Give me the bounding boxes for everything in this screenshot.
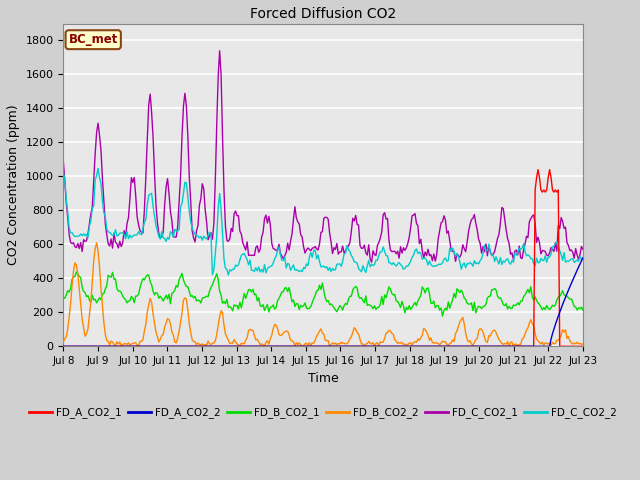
FD_C_CO2_2 <box>125 236 132 241</box>
FD_A_CO2_1 <box>60 343 67 349</box>
FD_C_CO2_2 <box>60 169 67 175</box>
FD_A_CO2_1 <box>579 343 587 349</box>
FD_B_CO2_2 <box>242 337 250 343</box>
FD_B_CO2_2 <box>216 313 223 319</box>
FD_B_CO2_1 <box>72 269 80 275</box>
FD_A_CO2_2 <box>60 343 67 349</box>
FD_B_CO2_1 <box>438 313 446 319</box>
FD_C_CO2_2 <box>243 257 251 263</box>
FD_B_CO2_1 <box>60 295 67 300</box>
Line: FD_C_CO2_2: FD_C_CO2_2 <box>63 168 583 275</box>
FD_C_CO2_1 <box>216 48 223 54</box>
FD_A_CO2_1 <box>214 343 222 349</box>
Line: FD_B_CO2_1: FD_B_CO2_1 <box>63 272 583 316</box>
FD_A_CO2_2 <box>214 343 222 349</box>
FD_B_CO2_2 <box>125 340 132 346</box>
FD_C_CO2_1 <box>579 246 587 252</box>
FD_C_CO2_2 <box>290 262 298 268</box>
FD_B_CO2_1 <box>125 298 132 304</box>
FD_C_CO2_2 <box>579 256 587 262</box>
FD_C_CO2_1 <box>368 259 376 265</box>
FD_C_CO2_1 <box>60 158 67 164</box>
Title: Forced Diffusion CO2: Forced Diffusion CO2 <box>250 7 396 21</box>
FD_B_CO2_2 <box>60 339 67 345</box>
FD_B_CO2_2 <box>288 338 296 344</box>
Y-axis label: CO2 Concentration (ppm): CO2 Concentration (ppm) <box>7 105 20 265</box>
Line: FD_A_CO2_1: FD_A_CO2_1 <box>63 169 583 346</box>
FD_B_CO2_1 <box>216 288 223 294</box>
FD_A_CO2_1 <box>232 343 239 349</box>
FD_C_CO2_1 <box>214 73 222 79</box>
FD_A_CO2_2 <box>123 343 131 349</box>
FD_C_CO2_1 <box>553 248 561 254</box>
FD_A_CO2_1 <box>241 343 248 349</box>
X-axis label: Time: Time <box>308 372 339 384</box>
FD_A_CO2_2 <box>241 343 248 349</box>
FD_C_CO2_1 <box>288 231 296 237</box>
FD_A_CO2_2 <box>550 326 558 332</box>
FD_C_CO2_2 <box>94 166 102 171</box>
FD_A_CO2_2 <box>287 343 294 349</box>
Line: FD_A_CO2_2: FD_A_CO2_2 <box>63 258 583 346</box>
Legend: FD_A_CO2_1, FD_A_CO2_2, FD_B_CO2_1, FD_B_CO2_2, FD_C_CO2_1, FD_C_CO2_2: FD_A_CO2_1, FD_A_CO2_2, FD_B_CO2_1, FD_B… <box>25 403 621 422</box>
FD_C_CO2_1 <box>123 220 131 226</box>
FD_B_CO2_2 <box>553 337 561 343</box>
FD_B_CO2_1 <box>553 297 561 303</box>
FD_B_CO2_2 <box>579 341 587 347</box>
FD_C_CO2_2 <box>216 191 223 196</box>
FD_C_CO2_2 <box>235 262 243 268</box>
FD_B_CO2_2 <box>233 341 241 347</box>
FD_A_CO2_1 <box>287 343 294 349</box>
FD_C_CO2_2 <box>225 272 232 278</box>
Line: FD_B_CO2_2: FD_B_CO2_2 <box>63 243 583 346</box>
FD_B_CO2_2 <box>326 343 333 349</box>
Line: FD_C_CO2_1: FD_C_CO2_1 <box>63 51 583 262</box>
FD_B_CO2_1 <box>579 307 587 313</box>
FD_C_CO2_2 <box>553 239 561 245</box>
FD_A_CO2_1 <box>534 167 542 172</box>
FD_A_CO2_1 <box>552 187 559 193</box>
FD_B_CO2_1 <box>233 302 241 308</box>
FD_C_CO2_1 <box>233 213 241 218</box>
FD_B_CO2_2 <box>93 240 100 246</box>
FD_B_CO2_1 <box>242 296 250 301</box>
FD_A_CO2_2 <box>579 255 587 261</box>
Text: BC_met: BC_met <box>68 33 118 46</box>
FD_A_CO2_1 <box>123 343 131 349</box>
FD_C_CO2_1 <box>242 247 250 253</box>
FD_A_CO2_2 <box>232 343 239 349</box>
FD_B_CO2_1 <box>288 299 296 305</box>
